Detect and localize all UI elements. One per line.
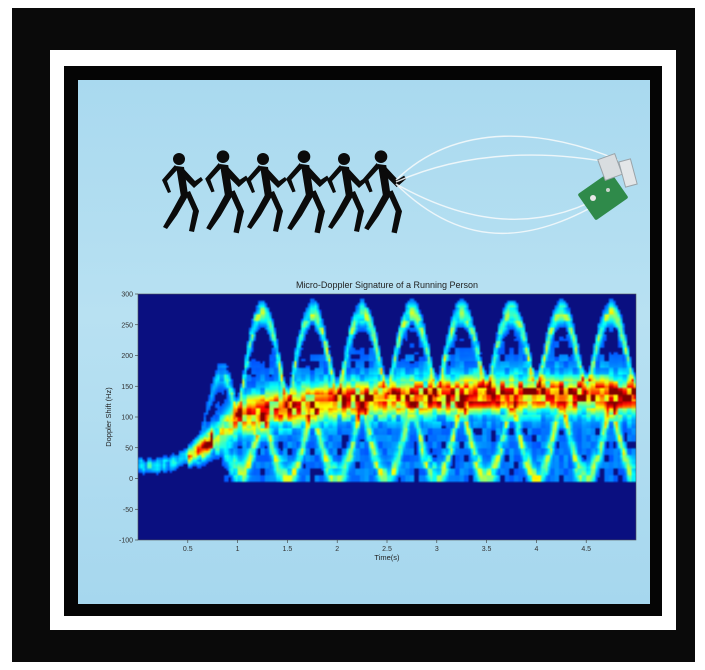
running-person-icon xyxy=(286,150,330,234)
y-axis-label: Doppler Shift (Hz) xyxy=(104,387,113,447)
y-tick-label: -50 xyxy=(123,507,133,514)
x-tick-label: 4.5 xyxy=(581,546,591,553)
running-person-icon xyxy=(246,153,287,232)
x-tick-label: 3 xyxy=(435,546,439,553)
y-tick-label: 150 xyxy=(121,384,133,391)
running-person-icon xyxy=(327,153,368,232)
running-person-icon xyxy=(363,150,407,234)
running-illustration xyxy=(162,135,638,235)
radar-beam-lobes-icon xyxy=(395,135,619,235)
y-tick-label: 300 xyxy=(121,292,133,299)
y-tick-label: 100 xyxy=(121,415,133,422)
x-tick-label: 3.5 xyxy=(482,546,492,553)
spectrogram-heatmap xyxy=(138,294,636,540)
chart-title: Micro-Doppler Signature of a Running Per… xyxy=(296,280,478,290)
x-tick-label: 1.5 xyxy=(283,546,293,553)
x-tick-label: 2.5 xyxy=(382,546,392,553)
y-tick-label: 250 xyxy=(121,322,133,329)
y-tick-label: 0 xyxy=(129,476,133,483)
y-tick-label: -100 xyxy=(119,538,133,545)
micro-doppler-chart: Micro-Doppler Signature of a Running Per… xyxy=(104,280,637,562)
x-tick-label: 1 xyxy=(236,546,240,553)
white-mat: Micro-Doppler Signature of a Running Per… xyxy=(50,50,676,630)
x-tick-label: 0.5 xyxy=(183,546,193,553)
running-person-icon xyxy=(162,153,203,232)
y-tick-label: 50 xyxy=(125,445,133,452)
outer-black-frame: Micro-Doppler Signature of a Running Per… xyxy=(12,8,695,662)
y-tick-label: 200 xyxy=(121,353,133,360)
inner-black-frame: Micro-Doppler Signature of a Running Per… xyxy=(64,66,662,616)
running-person-icon xyxy=(205,150,249,234)
x-tick-label: 2 xyxy=(335,546,339,553)
x-axis-label: Time(s) xyxy=(374,553,400,562)
figure-panel: Micro-Doppler Signature of a Running Per… xyxy=(78,80,650,604)
radar-sensor-board-icon xyxy=(578,152,638,220)
figure-svg: Micro-Doppler Signature of a Running Per… xyxy=(104,135,638,562)
x-tick-label: 4 xyxy=(534,546,538,553)
